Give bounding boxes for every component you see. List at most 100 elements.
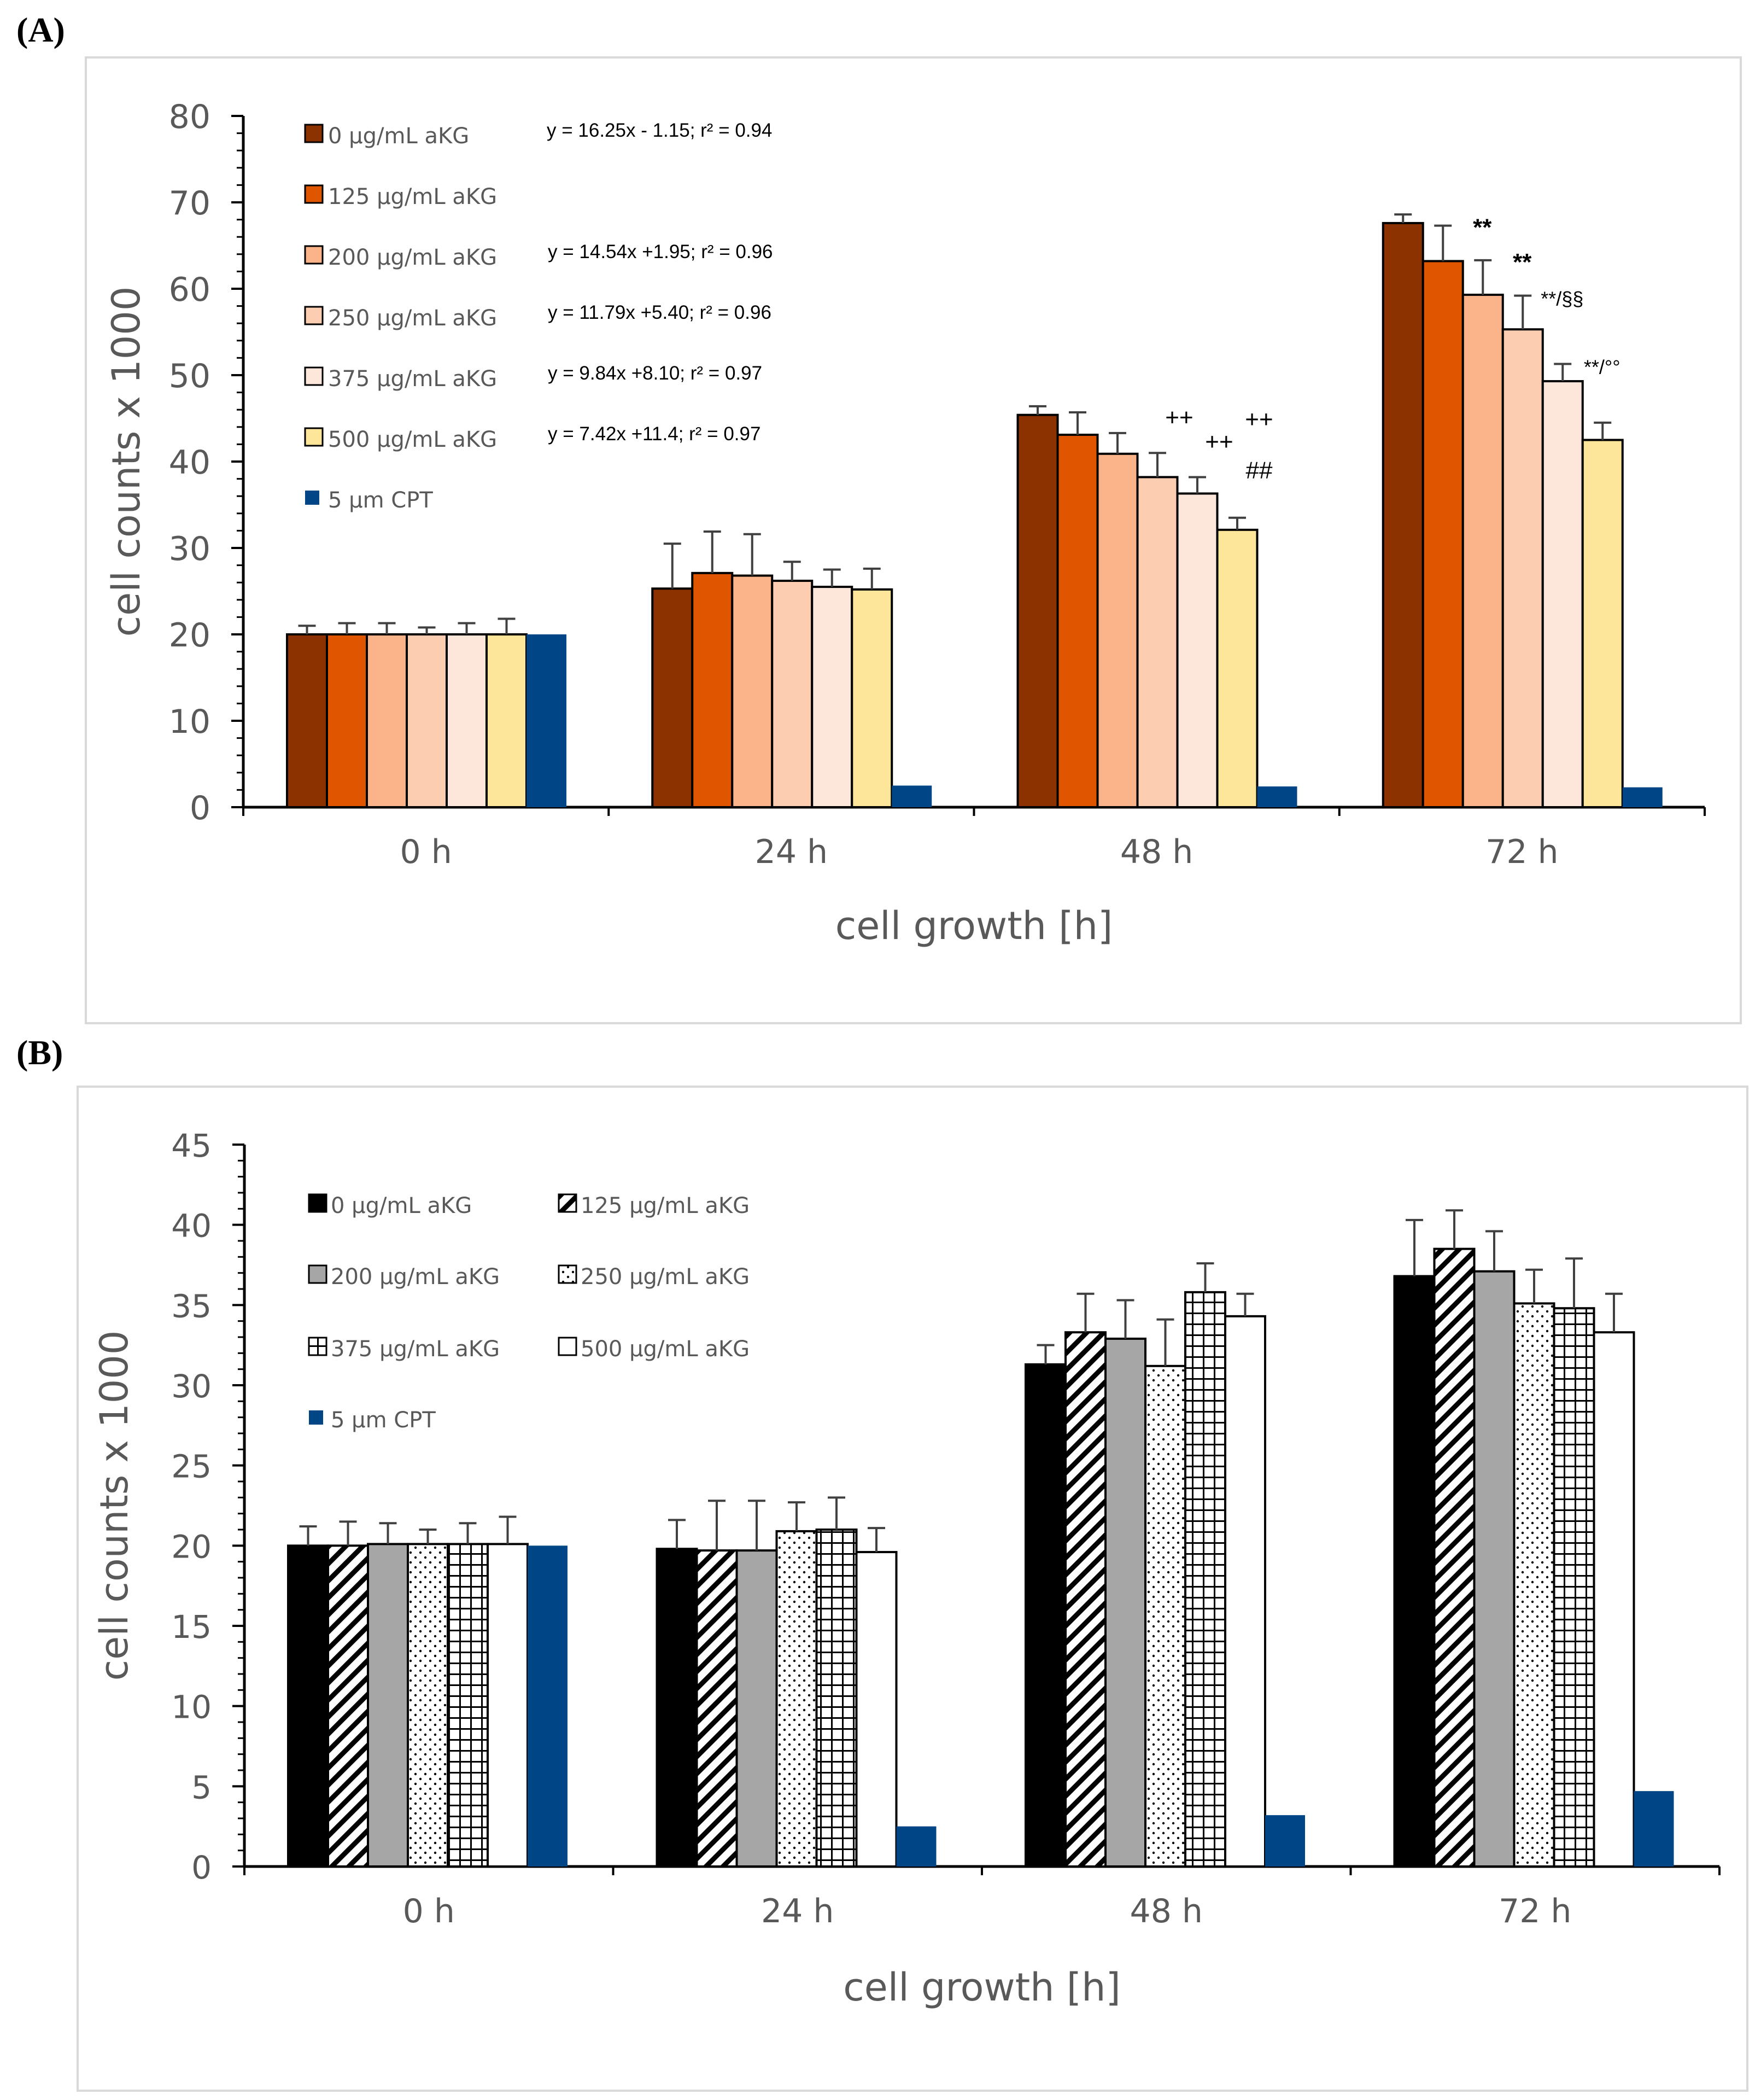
bar-125-g-ml-akg-48h <box>1064 1331 1107 1868</box>
y-tick-label: 0 <box>191 1849 212 1886</box>
significance-marker: ++ <box>1205 428 1233 455</box>
y-tick-label: 20 <box>169 616 210 655</box>
legend-label: 375 µg/mL aKG <box>331 1337 500 1362</box>
bar-500-g-ml-akg-24h <box>851 588 893 808</box>
panel-b-label: (B) <box>16 1033 63 1072</box>
bar-250-g-ml-akg-72h <box>1513 1302 1555 1868</box>
bar-0-g-ml-akg-24h <box>656 1548 698 1868</box>
legend-label: 250 µg/mL aKG <box>328 306 497 331</box>
significance-marker: ** <box>1513 249 1532 276</box>
bar-5-m-cpt-24h <box>892 785 932 807</box>
significance-marker: ++ <box>1245 406 1273 433</box>
legend-swatch <box>304 184 324 204</box>
x-category-label: 48 h <box>1120 833 1193 871</box>
x-category-label: 72 h <box>1499 1892 1571 1930</box>
bar-200-g-ml-akg-72h <box>1473 1270 1516 1868</box>
bar-250-g-ml-akg-0h <box>406 633 448 808</box>
y-tick-label: 45 <box>171 1127 212 1164</box>
legend-label: 200 µg/mL aKG <box>328 245 497 270</box>
bar-500-g-ml-akg-48h <box>1216 528 1259 808</box>
bar-0-g-ml-akg-0h <box>287 1544 329 1868</box>
bar-250-g-ml-akg-0h <box>407 1543 449 1868</box>
y-tick-label: 40 <box>171 1208 212 1245</box>
y-tick-label: 40 <box>169 444 210 482</box>
legend-swatch <box>304 366 324 386</box>
y-tick-label: 70 <box>169 184 210 223</box>
x-category-label: 0 h <box>403 1892 455 1930</box>
legend-swatch <box>304 124 324 143</box>
legend-label: 500 µg/mL aKG <box>328 427 497 452</box>
legend-label: 375 µg/mL aKG <box>328 366 497 392</box>
chart-panel-b: 0 5 10 15 20 25 30 35 40 45 0 h 24 h 48 h 72 h cell gr… <box>92 1127 1721 2010</box>
bar-200-g-ml-akg-0h <box>367 1543 409 1868</box>
legend-swatch <box>304 306 324 325</box>
fit-equation: y = 14.54x +1.95; r² = 0.96 <box>548 241 773 262</box>
legend-label: 125 µg/mL aKG <box>581 1193 750 1218</box>
bar-500-g-ml-akg-24h <box>855 1551 898 1868</box>
y-tick-label: 30 <box>171 1368 212 1405</box>
bar-5-m-cpt-48h <box>1257 786 1297 807</box>
significance-marker: ** <box>1473 214 1492 241</box>
legend-label: 5 µm CPT <box>331 1408 436 1433</box>
bar-0-g-ml-akg-0h <box>286 633 328 808</box>
y-tick-label: 10 <box>169 703 210 741</box>
chart-panel-a: 0 10 20 30 40 50 60 70 80 0 h 24 h 48 h 72 h cell gro… <box>104 98 1706 948</box>
bar-0-g-ml-akg-72h <box>1393 1275 1436 1868</box>
x-category-label: 0 h <box>400 833 452 871</box>
x-category-label: 24 h <box>761 1892 834 1930</box>
bar-0-g-ml-akg-24h <box>651 587 694 808</box>
legend-swatch <box>304 427 324 447</box>
y-tick-label: 15 <box>171 1608 212 1646</box>
bar-125-g-ml-akg-0h <box>327 1544 369 1868</box>
bar-125-g-ml-akg-48h <box>1056 434 1099 808</box>
y-tick-label: 50 <box>169 357 210 395</box>
y-axis-title: cell counts x 1000 <box>92 1331 137 1681</box>
bar-200-g-ml-akg-0h <box>366 633 408 808</box>
legend-label: 125 µg/mL aKG <box>328 184 497 209</box>
bar-200-g-ml-akg-48h <box>1104 1337 1146 1868</box>
bar-125-g-ml-akg-0h <box>326 633 368 808</box>
bar-250-g-ml-akg-24h <box>775 1530 818 1868</box>
bar-375-g-ml-akg-72h <box>1541 380 1584 808</box>
y-tick-label: 30 <box>169 530 210 568</box>
y-tick-label: 60 <box>169 271 210 309</box>
bar-200-g-ml-akg-24h <box>735 1549 778 1868</box>
bar-0-g-ml-akg-48h <box>1016 413 1059 808</box>
y-tick-label: 5 <box>191 1769 212 1806</box>
legend-swatch <box>305 491 319 505</box>
legend-swatch <box>308 1264 327 1284</box>
bar-500-g-ml-akg-48h <box>1224 1315 1266 1868</box>
y-tick-label: 0 <box>190 789 210 827</box>
legend-swatch <box>558 1264 577 1284</box>
legend-swatch <box>308 1193 327 1213</box>
bar-250-g-ml-akg-72h <box>1501 328 1544 808</box>
legend-label: 0 µg/mL aKG <box>331 1193 472 1218</box>
legend-swatch <box>558 1193 577 1213</box>
bar-500-g-ml-akg-72h <box>1581 439 1624 808</box>
bar-500-g-ml-akg-0h <box>485 633 528 808</box>
bar-5-m-cpt-48h <box>1265 1815 1305 1866</box>
y-tick-label: 10 <box>171 1689 212 1726</box>
x-category-label: 72 h <box>1485 833 1558 871</box>
bar-375-g-ml-akg-24h <box>815 1529 858 1868</box>
y-tick-label: 35 <box>171 1287 212 1325</box>
legend-label: 200 µg/mL aKG <box>331 1264 500 1290</box>
x-axis-title: cell growth [h] <box>843 1965 1121 2010</box>
bar-5-m-cpt-24h <box>896 1826 937 1866</box>
legend-label: 5 µm CPT <box>328 488 433 513</box>
bar-375-g-ml-akg-0h <box>446 633 488 808</box>
panel-a-label: (A) <box>16 10 65 49</box>
bar-0-g-ml-akg-72h <box>1382 221 1424 808</box>
bar-125-g-ml-akg-72h <box>1433 1247 1476 1868</box>
bar-375-g-ml-akg-72h <box>1553 1307 1595 1868</box>
bar-250-g-ml-akg-48h <box>1144 1364 1186 1868</box>
significance-marker: **/°° <box>1584 355 1620 378</box>
significance-marker: ++ <box>1165 404 1193 431</box>
bar-200-g-ml-akg-48h <box>1096 452 1139 808</box>
fit-equation: y = 16.25x - 1.15; r² = 0.94 <box>547 120 772 141</box>
bar-125-g-ml-akg-24h <box>695 1549 738 1868</box>
fit-equation: y = 9.84x +8.10; r² = 0.97 <box>548 363 762 384</box>
bar-375-g-ml-akg-48h <box>1176 492 1219 808</box>
bar-5-m-cpt-72h <box>1634 1791 1674 1866</box>
